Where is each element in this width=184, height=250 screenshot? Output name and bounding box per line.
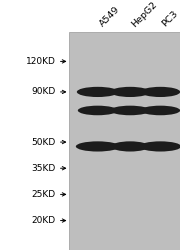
Text: 50KD: 50KD — [32, 138, 56, 146]
Text: 25KD: 25KD — [32, 190, 56, 199]
Text: 90KD: 90KD — [32, 88, 56, 96]
Text: PC3: PC3 — [160, 9, 180, 29]
Ellipse shape — [78, 106, 118, 115]
Text: 35KD: 35KD — [32, 164, 56, 173]
Ellipse shape — [76, 141, 119, 152]
Ellipse shape — [110, 87, 150, 97]
Ellipse shape — [77, 87, 118, 97]
Text: 20KD: 20KD — [32, 216, 56, 225]
Ellipse shape — [111, 141, 149, 152]
Bar — [69, 32, 181, 250]
Ellipse shape — [139, 141, 181, 152]
Ellipse shape — [140, 106, 180, 115]
Text: 120KD: 120KD — [26, 57, 56, 66]
Ellipse shape — [110, 106, 150, 115]
Ellipse shape — [140, 87, 180, 97]
Text: A549: A549 — [98, 5, 121, 29]
Text: HepG2: HepG2 — [130, 0, 159, 29]
Bar — [0, 32, 69, 250]
